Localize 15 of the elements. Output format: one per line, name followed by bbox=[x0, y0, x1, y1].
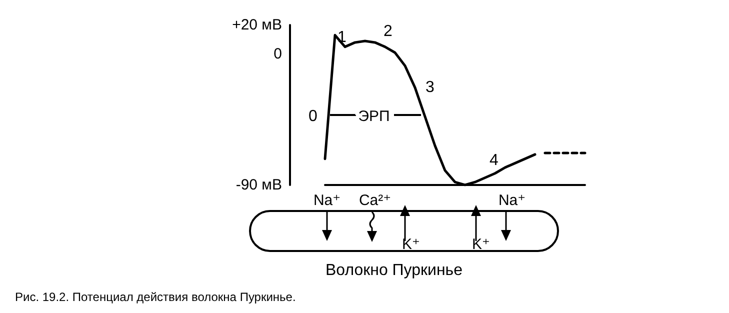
text: Рис. 19.2. Потенциал действия волокна Пуркинье. bbox=[15, 290, 296, 304]
text: K⁺ bbox=[402, 236, 420, 253]
text: 0 bbox=[308, 108, 318, 125]
annotation: 4 bbox=[490, 152, 499, 169]
text: Волокно Пуркинье bbox=[325, 262, 463, 279]
y-tick-label: +20 мВ bbox=[232, 16, 282, 34]
annotation: 2 bbox=[384, 23, 393, 40]
y-tick-label: -90 мВ bbox=[236, 176, 282, 194]
text: Ca²⁺ bbox=[358, 192, 392, 209]
annotation: ЭРП bbox=[358, 108, 390, 125]
annotation: 3 bbox=[426, 79, 435, 96]
text: Na⁺ bbox=[498, 192, 526, 209]
text: Na⁺ bbox=[313, 192, 341, 209]
y-tick-label: 0 bbox=[274, 46, 282, 63]
text: K⁺ bbox=[472, 236, 490, 253]
